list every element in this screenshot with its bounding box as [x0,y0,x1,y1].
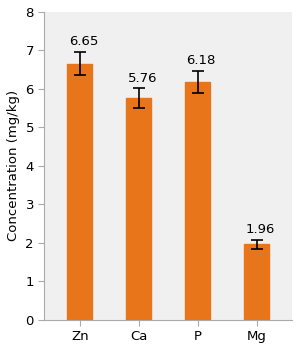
Bar [67,64,92,320]
Bar [126,98,151,320]
Bar [244,244,269,320]
Text: 6.65: 6.65 [69,35,98,49]
Text: 1.96: 1.96 [245,223,275,236]
Bar [185,82,210,320]
Text: 5.76: 5.76 [128,72,157,85]
Text: 6.18: 6.18 [187,54,216,67]
Y-axis label: Concentration (mg/kg): Concentration (mg/kg) [7,90,20,242]
